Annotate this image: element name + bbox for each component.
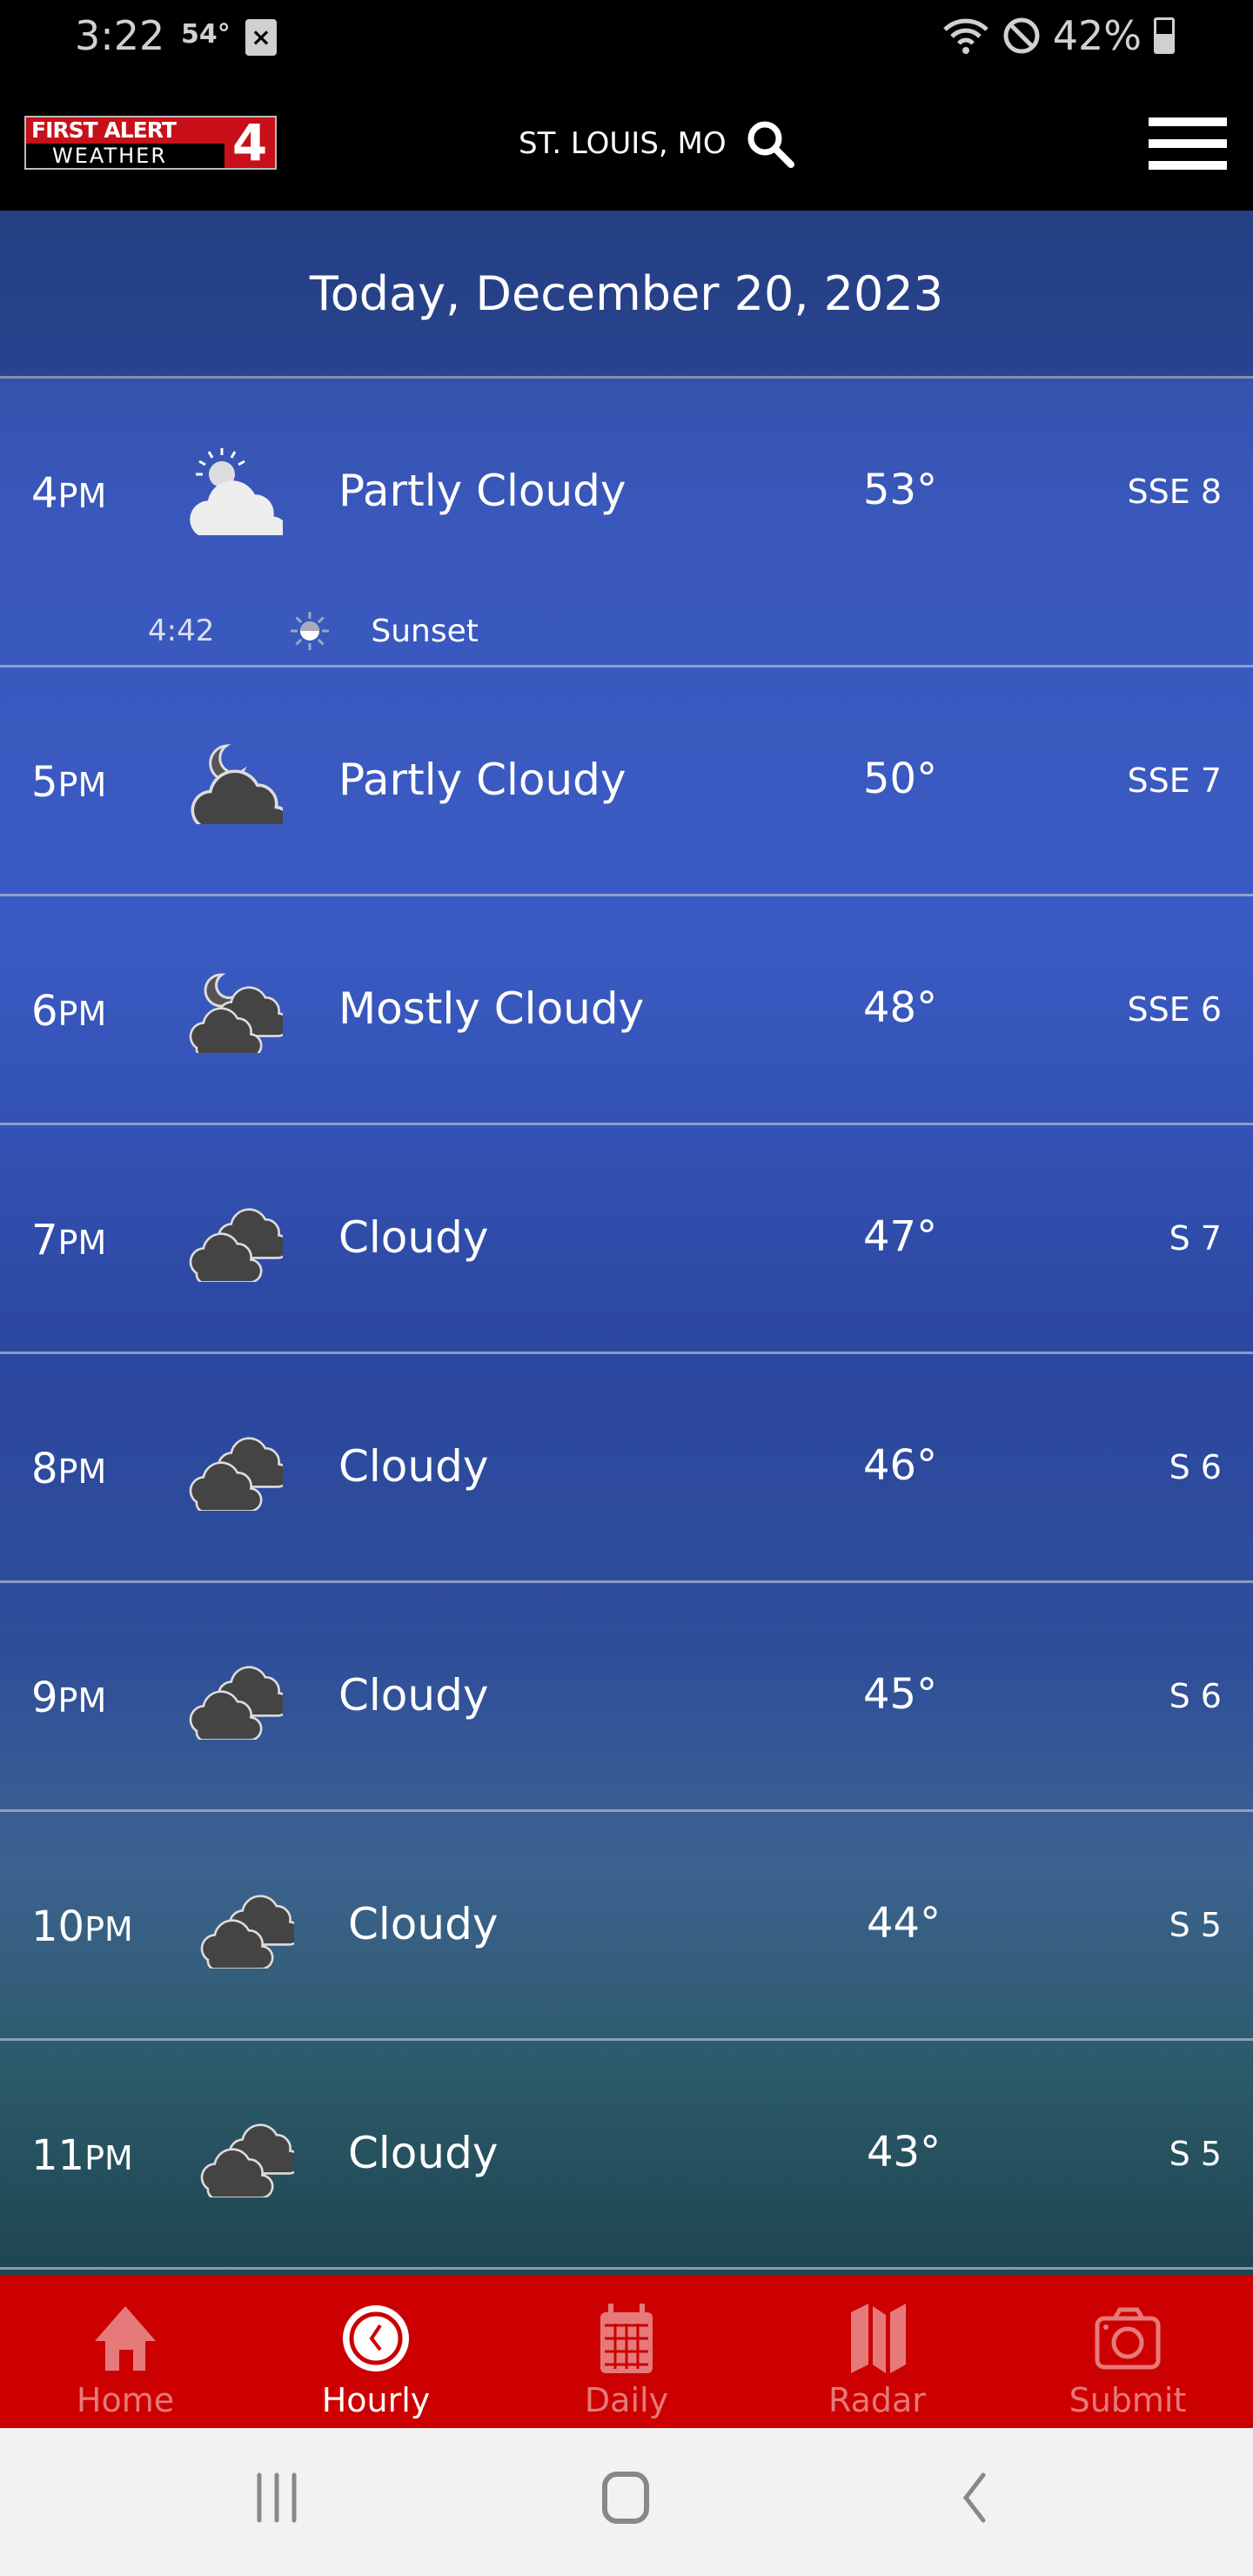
back-icon[interactable] (957, 2472, 992, 2524)
status-time: 3:22 (75, 12, 165, 59)
camera-icon (1095, 2307, 1161, 2370)
hour-label: 4PM (31, 469, 107, 518)
hour-label: 5PM (31, 758, 107, 807)
nav-label: Submit (1069, 2381, 1187, 2419)
hour-row[interactable]: 10PM Cloudy 44° S 5 (0, 1812, 1253, 2041)
hamburger-menu-icon[interactable] (1149, 117, 1227, 170)
condition: Cloudy (338, 1441, 489, 1492)
logo-number: 4 (224, 117, 275, 168)
partly-cloudy-night-icon (191, 744, 283, 824)
temperature: 45° (863, 1670, 938, 1719)
nav-label: Home (76, 2381, 175, 2419)
location-search[interactable]: ST. LOUIS, MO (519, 117, 796, 170)
first-alert-logo[interactable]: FIRST ALERT WEATHER 4 (24, 116, 277, 170)
map-icon (851, 2304, 906, 2373)
nav-hourly[interactable]: Hourly (251, 2275, 501, 2428)
temperature: 44° (867, 1899, 941, 1948)
hour-row[interactable]: 6PM Mostly Cloudy 48° SSE 6 (0, 896, 1253, 1125)
wind: S 5 (1169, 1906, 1222, 1944)
location-label: ST. LOUIS, MO (519, 126, 727, 161)
status-bar: 3:22 54° × 42% (0, 0, 1253, 83)
temperature: 53° (863, 466, 938, 514)
status-temp: 54° (181, 19, 231, 50)
cloudy-icon (189, 1666, 283, 1740)
hour-label: 8PM (31, 1445, 107, 1493)
logo-line1: FIRST ALERT (26, 117, 224, 144)
wind: SSE 6 (1127, 990, 1222, 1029)
cloudy-icon (189, 1437, 283, 1511)
nav-label: Hourly (321, 2381, 431, 2419)
wifi-icon (942, 18, 988, 54)
sunset-label: Sunset (371, 613, 479, 649)
calendar-icon (600, 2304, 653, 2373)
nav-radar[interactable]: Radar (752, 2275, 1002, 2428)
battery-icon (1154, 17, 1175, 54)
battery-percent: 42% (1052, 12, 1142, 59)
hour-label: 6PM (31, 987, 107, 1036)
condition: Partly Cloudy (338, 466, 626, 516)
nav-home[interactable]: Home (0, 2275, 251, 2428)
condition: Cloudy (338, 1670, 489, 1721)
hour-label: 11PM (31, 2131, 133, 2180)
nav-label: Daily (584, 2381, 669, 2419)
hour-row[interactable]: 4PM Partly Cloudy 53° SSE 8 4:42 Sunset (0, 379, 1253, 667)
hour-row[interactable]: 8PM Cloudy 46° S 6 (0, 1354, 1253, 1583)
nav-label: Radar (828, 2381, 926, 2419)
date-header: Today, December 20, 2023 (0, 211, 1253, 379)
sunset-row: 4:42 Sunset (148, 605, 479, 657)
wind: S 6 (1169, 1677, 1222, 1715)
bottom-nav: Home Hourly Daily Radar Submit (0, 2275, 1253, 2428)
system-nav-bar (0, 2428, 1253, 2576)
mostly-cloudy-night-icon (189, 973, 283, 1053)
home-button-icon[interactable] (600, 2470, 653, 2526)
sim-error-icon: × (245, 19, 277, 56)
cloudy-icon (200, 1895, 294, 1969)
app-header: FIRST ALERT WEATHER 4 ST. LOUIS, MO (0, 83, 1253, 211)
hour-label: 10PM (31, 1902, 133, 1951)
recent-apps-icon[interactable] (252, 2472, 305, 2524)
cloudy-icon (200, 2123, 294, 2197)
temperature: 47° (863, 1212, 938, 1261)
home-icon (95, 2306, 156, 2371)
wind: SSE 8 (1127, 473, 1222, 511)
hour-row[interactable]: 11PM Cloudy 43° S 5 (0, 2041, 1253, 2270)
wind: S 5 (1169, 2135, 1222, 2173)
condition: Partly Cloudy (338, 755, 626, 805)
cloudy-icon (189, 1208, 283, 1282)
hour-label: 7PM (31, 1216, 107, 1265)
partly-cloudy-day-icon (190, 448, 283, 535)
temperature: 43° (867, 2128, 941, 2177)
temperature: 46° (863, 1441, 938, 1490)
wind: SSE 7 (1127, 761, 1222, 800)
wind: S 7 (1169, 1219, 1222, 1258)
hourly-list[interactable]: Today, December 20, 2023 4PM Partly Clou… (0, 211, 1253, 2275)
sunset-icon (291, 612, 330, 650)
nav-submit[interactable]: Submit (1002, 2275, 1253, 2428)
hour-row[interactable]: 9PM Cloudy 45° S 6 (0, 1583, 1253, 1812)
condition: Cloudy (338, 1212, 489, 1263)
search-icon[interactable] (744, 117, 796, 170)
do-not-disturb-icon (1003, 17, 1040, 54)
temperature: 50° (863, 755, 938, 803)
clock-icon (343, 2305, 409, 2371)
condition: Cloudy (348, 2128, 499, 2178)
hour-row[interactable]: 5PM Partly Cloudy 50° SSE 7 (0, 667, 1253, 896)
wind: S 6 (1169, 1448, 1222, 1486)
logo-line2: WEATHER (26, 144, 224, 168)
hour-row[interactable]: 7PM Cloudy 47° S 7 (0, 1125, 1253, 1354)
hour-label: 9PM (31, 1674, 107, 1722)
condition: Mostly Cloudy (338, 983, 645, 1034)
nav-daily[interactable]: Daily (501, 2275, 752, 2428)
condition: Cloudy (348, 1899, 499, 1949)
sunset-time: 4:42 (148, 614, 215, 648)
temperature: 48° (863, 983, 938, 1032)
